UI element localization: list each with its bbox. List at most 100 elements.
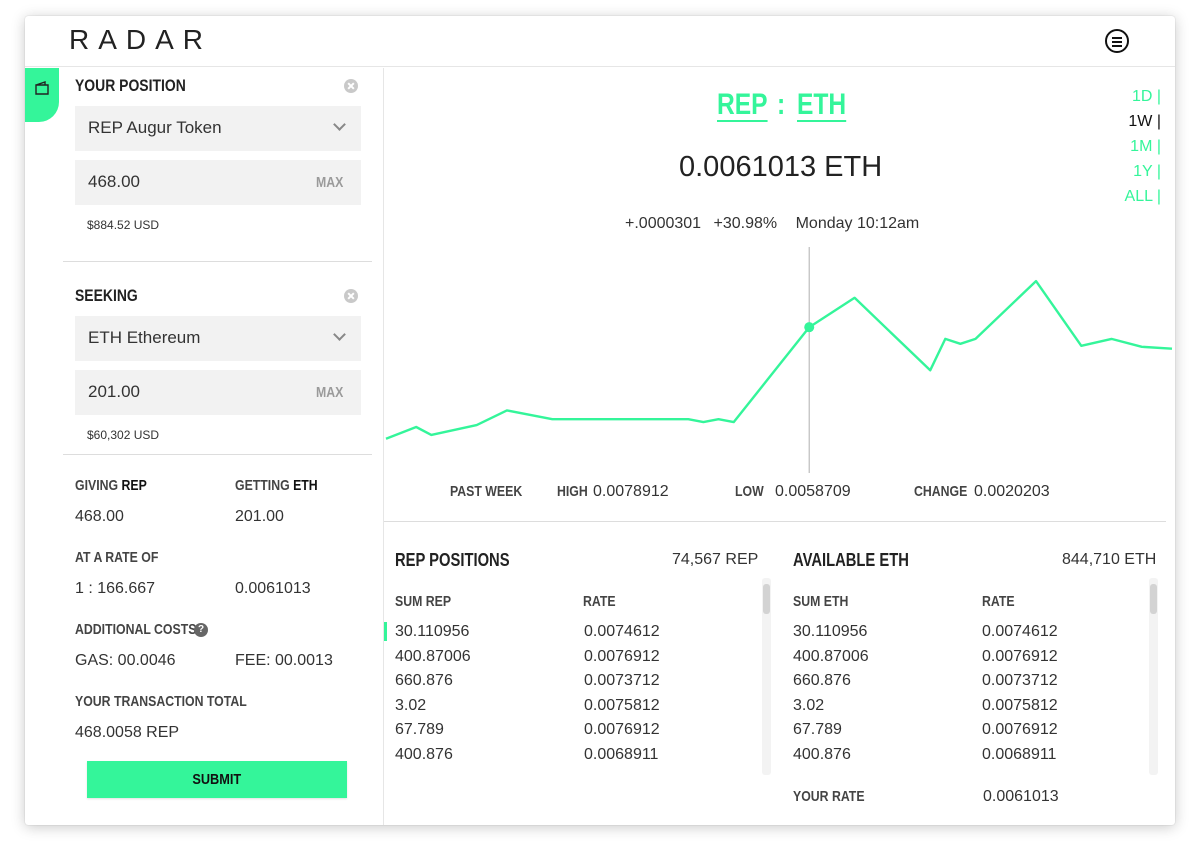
divider	[63, 454, 372, 455]
app-window: RADAR YOUR POSITION REP Augur Token 468.…	[25, 16, 1175, 825]
your-rate-value: 0.0061013	[983, 788, 1059, 805]
rate-ratio: 1 : 166.667	[75, 580, 156, 597]
change-percent: +30.98%	[713, 215, 778, 232]
timeframe-1d[interactable]: 1D |	[1131, 88, 1161, 105]
stats-period: PAST WEEK	[450, 483, 523, 500]
gas-cost: GAS: 00.0046	[75, 652, 176, 669]
position-title: YOUR POSITION	[75, 76, 186, 95]
row-sum: 30.110956	[395, 623, 470, 640]
table-row[interactable]: 3.02 0.0075812	[793, 694, 1153, 719]
logo: RADAR	[69, 24, 213, 55]
total-value: 468.0058 REP	[75, 724, 180, 741]
position-amount-value: 468.00	[88, 172, 140, 191]
row-sum: 400.876	[793, 745, 851, 763]
seeking-max-button[interactable]: MAX	[315, 384, 343, 401]
eth-col-rate: RATE	[982, 593, 1015, 610]
row-rate: 0.0075812	[982, 696, 1058, 714]
position-amount-input[interactable]: 468.00 MAX	[75, 160, 361, 205]
rate-value: 0.0061013	[235, 580, 311, 597]
table-row[interactable]: 660.876 0.0073712	[793, 669, 1153, 694]
table-row[interactable]: 400.87006 0.0076912	[395, 645, 755, 670]
stats-high: HIGH 0.0078912	[557, 483, 669, 500]
row-rate: 0.0068911	[982, 745, 1057, 763]
clear-icon[interactable]	[344, 79, 358, 93]
stats-low: LOW 0.0058709	[735, 483, 851, 500]
row-rate: 0.0068911	[584, 745, 659, 763]
help-icon[interactable]: ?	[194, 623, 208, 637]
row-sum: 67.789	[793, 721, 842, 739]
change-absolute: +.0000301	[625, 215, 702, 232]
costs-label: ADDITIONAL COSTS	[75, 621, 197, 638]
table-row[interactable]: 30.110956 0.0074612	[395, 620, 755, 645]
table-row[interactable]: 400.87006 0.0076912	[793, 645, 1153, 670]
table-row[interactable]: 400.876 0.0068911	[793, 743, 1153, 768]
position-max-button[interactable]: MAX	[315, 174, 343, 191]
position-usd: $884.52 USD	[87, 218, 160, 232]
seeking-token-value: ETH Ethereum	[88, 328, 201, 347]
position-token-select[interactable]: REP Augur Token	[75, 106, 361, 151]
selected-row-indicator	[384, 622, 387, 641]
fee-cost: FEE: 00.0013	[235, 652, 333, 669]
row-rate: 0.0074612	[584, 623, 660, 640]
row-rate: 0.0073712	[982, 672, 1058, 690]
top-bar: RADAR	[25, 16, 1175, 67]
clear-icon[interactable]	[344, 289, 358, 303]
table-row[interactable]: 3.02 0.0075812	[395, 694, 755, 719]
divider	[63, 261, 372, 262]
getting-value: 201.00	[235, 508, 284, 525]
row-sum: 30.110956	[793, 623, 868, 640]
base-token-link[interactable]: REP	[717, 88, 768, 121]
eth-book-total: 844,710 ETH	[1062, 551, 1157, 568]
stats-low-value: 0.0058709	[775, 483, 851, 500]
rep-rows: 30.110956 0.0074612 400.87006 0.0076912 660.…	[395, 620, 755, 768]
position-token-value: REP Augur Token	[88, 118, 222, 137]
price-chart[interactable]	[384, 241, 1174, 476]
giving-value: 468.00	[75, 508, 124, 525]
rep-book-total: 74,567 REP	[672, 551, 759, 568]
rep-col-sum: SUM REP	[395, 593, 452, 610]
seeking-title: SEEKING	[75, 286, 138, 305]
highlight-point[interactable]	[804, 322, 815, 333]
seeking-amount-input[interactable]: 201.00 MAX	[75, 370, 361, 415]
table-row[interactable]: 67.789 0.0076912	[395, 718, 755, 743]
seeking-amount-value: 201.00	[88, 382, 140, 401]
stats-change: CHANGE 0.0020203	[914, 483, 1050, 500]
row-rate: 0.0076912	[982, 647, 1058, 665]
seeking-usd: $60,302 USD	[87, 428, 160, 442]
side-tab[interactable]	[25, 68, 59, 122]
table-row[interactable]: 660.876 0.0073712	[395, 669, 755, 694]
eth-scrollbar[interactable]	[1149, 578, 1158, 775]
row-sum: 660.876	[793, 672, 851, 690]
submit-button[interactable]: SUBMIT	[87, 761, 347, 798]
change-timestamp: Monday 10:12am	[795, 215, 920, 232]
table-row[interactable]: 67.789 0.0076912	[793, 718, 1153, 743]
rep-scrollbar[interactable]	[762, 578, 771, 775]
menu-icon[interactable]	[1105, 29, 1129, 53]
row-sum: 3.02	[793, 696, 825, 714]
row-sum: 660.876	[395, 672, 453, 690]
row-rate: 0.0076912	[584, 721, 660, 739]
row-rate: 0.0074612	[982, 623, 1058, 640]
row-rate: 0.0073712	[584, 672, 660, 690]
your-rate-label: YOUR RATE	[793, 788, 865, 805]
chevron-down-icon	[333, 328, 346, 341]
row-sum: 400.876	[395, 745, 453, 763]
row-sum: 3.02	[395, 696, 427, 714]
seeking-token-select[interactable]: ETH Ethereum	[75, 316, 361, 361]
timeframe-1m[interactable]: 1M |	[1130, 138, 1161, 155]
timeframe-1y[interactable]: 1Y |	[1133, 163, 1161, 180]
rep-book-title: REP POSITIONS	[395, 550, 510, 570]
timeframe-1w[interactable]: 1W |	[1128, 113, 1161, 130]
timeframe-selector: 1D | 1W | 1M | 1Y | ALL |	[1105, 88, 1161, 213]
pair-separator: :	[776, 88, 785, 121]
table-row[interactable]: 30.110956 0.0074612	[793, 620, 1153, 645]
market-pair: REP: ETH	[717, 88, 857, 122]
total-label: YOUR TRANSACTION TOTAL	[75, 693, 247, 710]
eth-book-title: AVAILABLE ETH	[793, 550, 909, 570]
timeframe-all[interactable]: ALL |	[1124, 188, 1161, 205]
divider	[384, 521, 1166, 522]
row-sum: 400.87006	[395, 647, 471, 665]
quote-token-link[interactable]: ETH	[796, 88, 846, 121]
row-rate: 0.0076912	[584, 647, 660, 665]
table-row[interactable]: 400.876 0.0068911	[395, 743, 755, 768]
